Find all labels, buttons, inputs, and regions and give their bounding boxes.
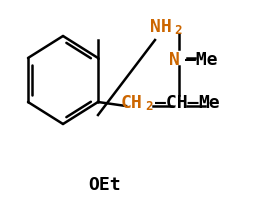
Text: —Me: —Me [185, 51, 218, 69]
Text: —CH—: —CH— [155, 94, 198, 112]
Text: 2: 2 [145, 99, 153, 112]
Text: OEt: OEt [88, 176, 121, 194]
Text: 2: 2 [174, 23, 182, 36]
Text: CH: CH [121, 94, 143, 112]
Text: Me: Me [198, 94, 220, 112]
Text: NH: NH [150, 18, 172, 36]
Text: N: N [169, 51, 180, 69]
